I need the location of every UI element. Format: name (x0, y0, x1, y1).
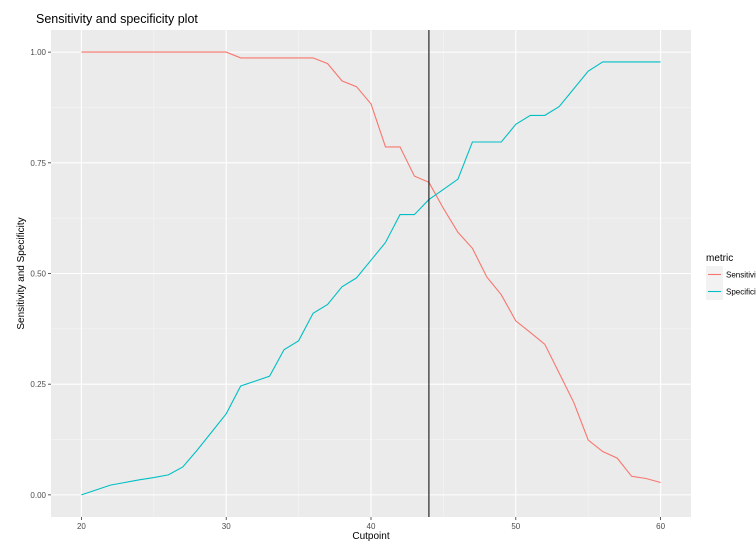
y-axis-title: Sensitivity and Specificity (16, 217, 27, 329)
series-line-specificity (81, 61, 661, 496)
legend-title: metric (706, 253, 733, 264)
legend-label: Sensitivity (726, 271, 756, 280)
x-tick-label: 30 (222, 522, 231, 531)
x-tick-label: 50 (511, 522, 520, 531)
x-axis-ticks: 20 30 40 50 60 (77, 517, 666, 531)
series-line-sensitivity (81, 51, 661, 484)
y-axis-ticks: 0.00 0.25 0.50 0.75 1.00 (30, 48, 51, 500)
y-tick-label: 0.50 (30, 270, 46, 279)
x-tick-label: 60 (656, 522, 665, 531)
y-tick-label: 0.00 (30, 491, 46, 500)
legend-items: Sensitivity Specificity (706, 266, 756, 300)
y-tick-label: 1.00 (30, 48, 46, 57)
legend-label: Specificity (726, 288, 756, 297)
legend: metric Sensitivity Specificity (706, 253, 756, 300)
y-tick-label: 0.25 (30, 380, 46, 389)
x-tick-label: 20 (77, 522, 86, 531)
x-tick-label: 40 (367, 522, 376, 531)
y-tick-label: 0.75 (30, 159, 46, 168)
series-lines (81, 51, 661, 496)
x-axis-title: Cutpoint (352, 531, 389, 542)
chart-title: Sensitivity and specificity plot (36, 12, 198, 26)
